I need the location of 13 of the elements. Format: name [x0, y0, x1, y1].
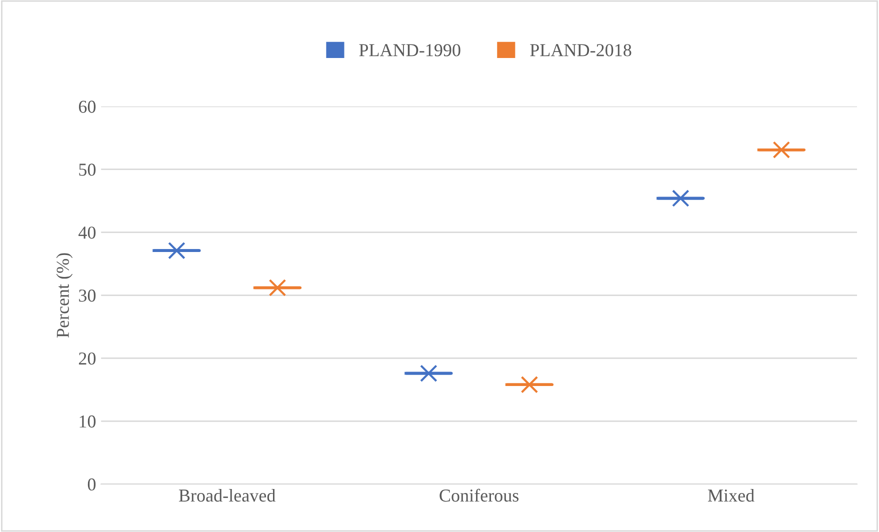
y-tick-label: 10: [80, 415, 96, 428]
x-tick-label: Coniferous: [440, 488, 519, 502]
y-tick-label: 40: [78, 226, 96, 239]
y-tick-label: 30: [79, 290, 96, 302]
y-tick-label: 20: [78, 352, 96, 365]
legend-label: PLAND-1990: [359, 44, 460, 56]
x-tick-label: Mixed: [708, 488, 754, 502]
y-axis-title: Percent (%): [56, 253, 73, 338]
y-tick-label: 60: [78, 100, 96, 113]
y-tick-label: 0: [88, 478, 96, 491]
y-tick-label: 50: [79, 164, 96, 176]
legend-label: PLAND-2018: [530, 44, 632, 56]
x-tick-label: Broad-leaved: [178, 488, 276, 502]
